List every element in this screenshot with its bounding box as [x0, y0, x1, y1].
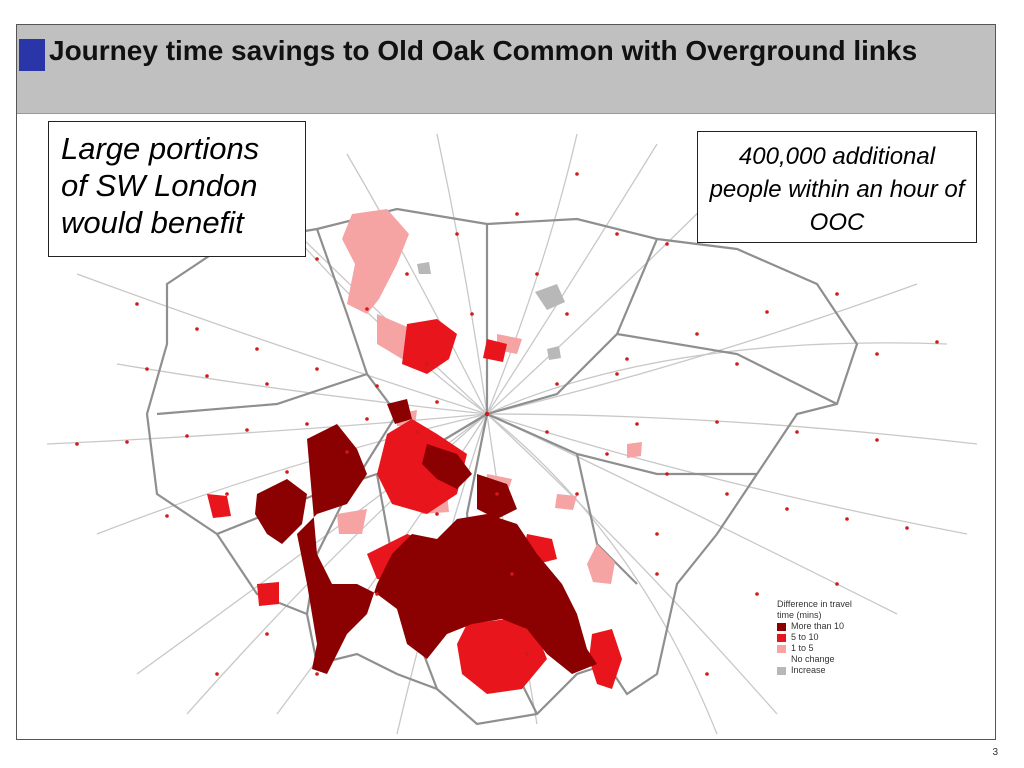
page-number: 3	[992, 747, 998, 758]
legend-swatch-more-than-10	[777, 622, 786, 631]
legend-item: No change	[777, 654, 867, 665]
legend-label: No change	[791, 654, 835, 664]
more-than-ten-areas	[255, 399, 597, 674]
legend-item: 5 to 10	[777, 632, 867, 643]
legend-label: Increase	[791, 665, 826, 675]
legend-swatch-1-to-5	[777, 644, 786, 653]
title-bar: Journey time savings to Old Oak Common w…	[17, 25, 995, 114]
legend-title: Difference in travel time (mins)	[777, 599, 852, 620]
legend-swatch-increase	[777, 666, 786, 675]
london-map	[46, 133, 978, 735]
title-accent-bar	[19, 39, 45, 71]
legend-label: More than 10	[791, 621, 845, 631]
callout-sw-london: Large portions of SW London would benefi…	[48, 121, 306, 257]
legend-item: More than 10	[777, 621, 867, 632]
legend-label: 5 to 10	[791, 632, 819, 642]
slide-title: Journey time savings to Old Oak Common w…	[49, 35, 918, 66]
legend-item: Increase	[777, 665, 867, 676]
slide-frame: Journey time savings to Old Oak Common w…	[16, 24, 996, 740]
station-dots	[75, 172, 939, 676]
legend-swatch-no-change	[777, 656, 786, 664]
legend-label: 1 to 5	[791, 643, 814, 653]
callout-additional-people: 400,000 additional people within an hour…	[697, 131, 977, 243]
legend-swatch-5-to-10	[777, 633, 786, 642]
legend-item: 1 to 5	[777, 643, 867, 654]
map-legend: Difference in travel time (mins) More th…	[777, 599, 867, 676]
